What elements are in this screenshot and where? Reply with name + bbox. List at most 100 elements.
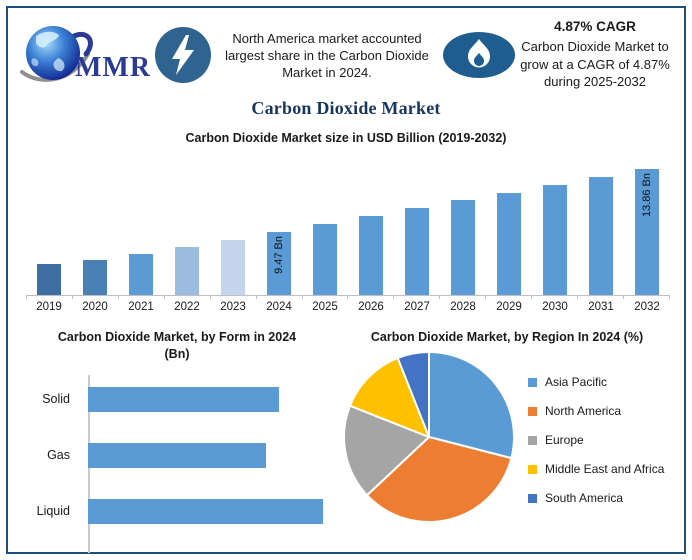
year-label-2026: 2026 [358, 301, 384, 313]
year-label-2021: 2021 [128, 301, 154, 313]
form-label-solid: Solid [42, 392, 70, 406]
pie-row: Asia Pacific North America Europe Middle Ea… [340, 348, 674, 526]
year-label-2025: 2025 [312, 301, 338, 313]
mmr-globe-logo: MMR [20, 26, 150, 83]
bar-2027 [405, 208, 429, 295]
form-label-gas: Gas [47, 448, 70, 462]
year-label-2030: 2030 [542, 301, 568, 313]
form-bar-solid [88, 386, 279, 412]
bottom-charts: Carbon Dioxide Market, by Form in 2024 (… [18, 329, 674, 553]
year-label-2024: 2024 [266, 301, 292, 313]
form-track-liquid [88, 483, 336, 539]
legend-label: Europe [545, 433, 584, 447]
form-chart-plot: Solid Gas Liquid [18, 371, 336, 553]
region-chart-title: Carbon Dioxide Market, by Region In 2024… [370, 330, 644, 344]
bar-2020 [83, 259, 107, 295]
tick [624, 296, 670, 299]
region-legend: Asia Pacific North America Europe Middle Ea… [528, 360, 664, 520]
bar-cell-2024: 9.47 Bn [256, 155, 302, 295]
legend-item-north-america: North America [528, 404, 664, 418]
bar-2025 [313, 223, 337, 295]
year-label-2032: 2032 [634, 301, 660, 313]
bar-cell-2031 [578, 155, 624, 295]
bar-2019 [37, 263, 61, 295]
infographic-frame: MMR North America market accounted large… [6, 6, 686, 554]
market-size-chart: Carbon Dioxide Market size in USD Billio… [18, 131, 674, 313]
x-axis-labels: 2019 2020 2021 2022 2023 2024 2025 2026 2027 2028… [26, 301, 670, 313]
logo-blue-swoosh [71, 32, 93, 57]
cagr-title: 4.87% CAGR [554, 19, 636, 35]
tick [73, 296, 119, 299]
x-axis-ticks [26, 295, 670, 299]
form-row-liquid: Liquid [18, 483, 336, 539]
tick [348, 296, 395, 299]
form-bar-gas [88, 442, 267, 468]
pie-slice-north-america [366, 436, 513, 523]
tick [578, 296, 624, 299]
bar-2029 [497, 192, 521, 295]
year-label-2029: 2029 [496, 301, 522, 313]
tick [211, 296, 257, 299]
region-chart: Carbon Dioxide Market, by Region In 2024… [336, 329, 674, 553]
bar-2021 [129, 253, 153, 295]
year-label-2023: 2023 [220, 301, 246, 313]
legend-item-asia-pacific: Asia Pacific [528, 375, 664, 389]
bar-cell-2032: 13.86 Bn [624, 155, 670, 295]
bar-2030 [543, 184, 567, 295]
year-label-2019: 2019 [36, 301, 62, 313]
bar-cell-2023 [210, 155, 256, 295]
logo-text: MMR [75, 52, 150, 83]
bar-cell-2027 [394, 155, 440, 295]
legend-swatch-icon [528, 493, 537, 503]
bar-cell-2028 [440, 155, 486, 295]
year-label-2028: 2028 [450, 301, 476, 313]
year-label-2027: 2027 [404, 301, 430, 313]
form-bar-liquid [88, 498, 324, 524]
year-label-2020: 2020 [82, 301, 108, 313]
bar-2024: 9.47 Bn [267, 231, 291, 295]
form-row-gas: Gas [18, 427, 336, 483]
year-label-2031: 2031 [588, 301, 614, 313]
legend-item-south-america: South America [528, 491, 664, 505]
bar-cell-2025 [302, 155, 348, 295]
legend-swatch-icon [528, 377, 537, 387]
tick [486, 296, 533, 299]
pie-slice-middle-east-and-africa [348, 356, 430, 438]
bar-data-label-2024: 9.47 Bn [273, 235, 285, 274]
form-label-liquid: Liquid [36, 504, 70, 518]
bar-cell-2030 [532, 155, 578, 295]
page-title: Carbon Dioxide Market [251, 98, 441, 118]
pie-slice-south-america [396, 351, 430, 438]
form-track-solid [88, 371, 336, 427]
bar-cell-2022 [164, 155, 210, 295]
legend-label: Middle East and Africa [545, 462, 665, 476]
bar-cell-2020 [72, 155, 118, 295]
bar-2022 [175, 246, 199, 295]
form-chart: Carbon Dioxide Market, by Form in 2024 (… [18, 329, 336, 553]
form-chart-title: Carbon Dioxide Market, by Form in 2024 (… [57, 330, 297, 361]
year-label-2022: 2022 [174, 301, 200, 313]
form-row-solid: Solid [18, 371, 336, 427]
headline-text: North America market accounted largest s… [225, 30, 429, 80]
legend-swatch-icon [528, 464, 537, 474]
tick [303, 296, 349, 299]
legend-item-middle-east-and-africa: Middle East and Africa [528, 462, 664, 476]
tick [394, 296, 441, 299]
bar-2031 [589, 176, 613, 295]
bar-cell-2026 [348, 155, 394, 295]
flame-icon [443, 32, 515, 78]
legend-swatch-icon [528, 406, 537, 416]
bar-cell-2029 [486, 155, 532, 295]
lightning-icon [155, 27, 211, 83]
market-size-plot: 9.47 Bn 13.86 Bn [26, 155, 670, 295]
bar-2028 [451, 200, 475, 295]
legend-label: North America [545, 404, 622, 418]
bar-2026 [359, 215, 383, 295]
bar-cell-2021 [118, 155, 164, 295]
tick [440, 296, 487, 299]
legend-label: Asia Pacific [545, 375, 608, 389]
bar-cell-2019 [26, 155, 72, 295]
tick [119, 296, 165, 299]
tick [26, 296, 73, 299]
bar-2032: 13.86 Bn [635, 169, 659, 295]
